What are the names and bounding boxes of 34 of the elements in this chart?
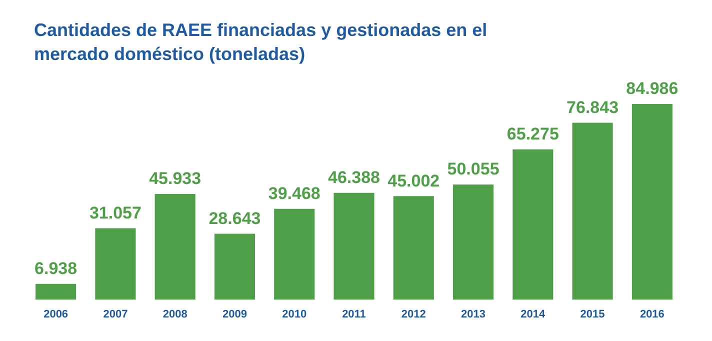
data-label: 50.055 [447,160,500,179]
x-tick-label: 2012 [401,308,426,320]
x-tick-label: 2015 [580,308,605,320]
data-label: 45.002 [388,171,440,190]
bar [572,122,613,300]
bar [154,194,196,300]
bar [95,228,136,300]
bar [334,192,374,300]
data-label: 65.275 [506,124,559,144]
bar [512,149,554,300]
data-label: 46.388 [328,168,380,188]
bar [393,196,434,300]
chart-title: Cantidades de RAEE financiadas y gestionadas en el mercado doméstico (toneladas) [34,19,488,66]
x-tick-label: 2014 [520,308,546,320]
bar [36,284,76,300]
data-label: 31.057 [89,203,142,222]
x-tick-label: 2009 [222,308,247,320]
data-label: 84.986 [626,79,678,98]
x-tick-label: 2008 [162,308,188,320]
bar [274,208,315,300]
x-tick-label: 2010 [282,308,307,320]
bar [632,104,672,300]
x-tick-label: 2011 [342,308,366,320]
data-label: 76.843 [566,98,619,117]
data-label: 28.643 [208,208,261,228]
x-tick-label: 2006 [44,308,68,320]
data-label: 6.938 [34,259,78,278]
x-tick-label: 2007 [103,308,128,320]
x-tick-label: 2016 [640,308,664,320]
data-label: 45.933 [149,169,202,188]
x-tick-label: 2013 [461,308,486,320]
bar [214,234,256,300]
data-label: 39.468 [268,184,320,204]
bar [452,184,494,300]
